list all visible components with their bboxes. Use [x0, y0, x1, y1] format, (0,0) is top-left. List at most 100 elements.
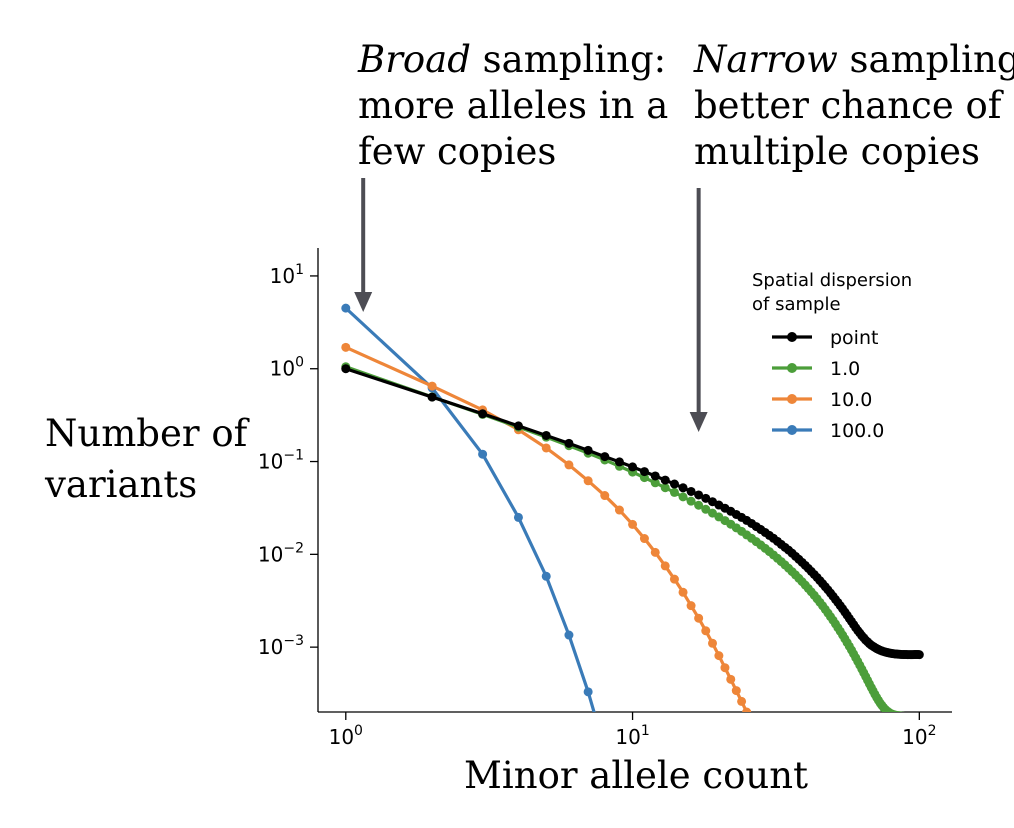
- data-point: [752, 728, 761, 737]
- legend: Spatial dispersion of sample point 1.0 10.…: [752, 270, 912, 442]
- series-point: [341, 364, 924, 660]
- annotation-right-line1: Narrow sampling:: [693, 38, 1014, 81]
- data-point: [541, 430, 551, 440]
- data-point: [914, 650, 924, 660]
- y-tick-base: 10: [258, 542, 283, 566]
- data-point: [600, 491, 610, 501]
- data-point: [341, 342, 351, 352]
- data-point: [669, 574, 679, 584]
- y-tick-base: 10: [270, 357, 295, 381]
- series-100-0: [341, 303, 609, 753]
- data-point: [564, 630, 574, 640]
- x-tick-label: 101: [615, 723, 649, 749]
- data-point: [905, 711, 907, 712]
- x-tick-base: 10: [615, 725, 640, 749]
- data-point: [906, 712, 915, 721]
- legend-entry: 100.0: [772, 420, 884, 442]
- data-point: [600, 744, 609, 753]
- data-point: [650, 547, 660, 557]
- x-tick-exp: 0: [354, 723, 363, 739]
- data-point: [907, 712, 916, 721]
- data-point: [694, 500, 704, 510]
- data-point: [747, 718, 756, 727]
- data-point: [686, 601, 696, 611]
- data-point: [541, 571, 551, 581]
- annotation-left-line1: Broad sampling:: [357, 38, 666, 81]
- y-tick-base: 10: [258, 635, 283, 659]
- data-point: [427, 381, 437, 391]
- series-line: [345, 345, 749, 712]
- y-tick-label: 10−3: [258, 633, 304, 659]
- data-point: [701, 504, 711, 514]
- y-tick-label: 10−1: [258, 448, 304, 474]
- data-point: [614, 457, 624, 467]
- data-point: [686, 486, 696, 496]
- x-axis-label: Minor allele count: [464, 754, 808, 797]
- data-point: [901, 711, 905, 712]
- y-tick-exp: 0: [295, 355, 304, 371]
- x-tick-base: 10: [329, 725, 354, 749]
- data-point: [564, 460, 574, 470]
- data-point: [478, 449, 488, 459]
- data-point: [564, 438, 574, 448]
- data-point: [541, 443, 551, 453]
- annotation-arrow-right: [689, 188, 708, 432]
- series-1-0: [341, 362, 919, 721]
- x-tick-exp: 1: [641, 723, 650, 739]
- x-tick-label: 100: [329, 723, 363, 749]
- data-point: [341, 364, 351, 374]
- y-tick-label: 101: [270, 262, 304, 288]
- data-point: [660, 561, 670, 571]
- data-point: [678, 587, 688, 597]
- data-point: [731, 686, 741, 696]
- data-point: [341, 303, 351, 313]
- data-point: [904, 712, 913, 721]
- y-tick-exp: −1: [283, 448, 304, 464]
- data-point: [583, 687, 593, 697]
- y-axis-label-line1: Number of: [45, 412, 250, 455]
- legend-label: 10.0: [830, 389, 872, 411]
- data-point: [660, 483, 670, 493]
- legend-title-line1: Spatial dispersion: [752, 270, 912, 291]
- annotation-right-line2: better chance of: [694, 84, 1004, 127]
- data-point: [708, 638, 717, 648]
- data-point: [900, 711, 904, 712]
- y-tick-exp: −2: [283, 540, 304, 556]
- legend-swatch-marker: [787, 394, 797, 404]
- data-point: [737, 696, 747, 706]
- annotation-arrow-left: [354, 178, 373, 312]
- data-point: [583, 445, 593, 455]
- y-tick-base: 10: [258, 450, 283, 474]
- data-point: [904, 711, 906, 712]
- y-axis-label-line2: variants: [44, 463, 197, 506]
- data-point: [701, 493, 711, 503]
- series-line: [345, 367, 920, 657]
- data-point: [742, 707, 752, 712]
- data-point: [650, 478, 660, 488]
- x-tick-label: 102: [902, 723, 936, 749]
- arrow-head: [689, 412, 708, 432]
- data-point: [628, 519, 638, 529]
- legend-label: 100.0: [830, 420, 884, 442]
- data-point: [583, 476, 593, 486]
- annotation-left-line2: more alleles in a: [358, 84, 668, 127]
- legend-swatch-marker: [787, 363, 797, 373]
- data-point: [669, 479, 679, 489]
- y-tick-label: 100: [270, 355, 304, 381]
- data-point: [427, 392, 437, 402]
- data-point: [639, 534, 649, 544]
- series-line: [344, 306, 596, 712]
- data-point: [628, 462, 638, 472]
- annotation-right-line3: multiple copies: [694, 130, 980, 173]
- data-point: [669, 487, 679, 497]
- data-point: [660, 475, 670, 485]
- arrow-head: [354, 292, 373, 312]
- data-point: [910, 712, 919, 721]
- data-point: [701, 626, 711, 636]
- data-point: [650, 471, 660, 481]
- data-point: [726, 674, 736, 684]
- legend-entry: 10.0: [772, 389, 872, 411]
- data-point: [694, 490, 704, 500]
- x-tick-exp: 2: [928, 723, 937, 739]
